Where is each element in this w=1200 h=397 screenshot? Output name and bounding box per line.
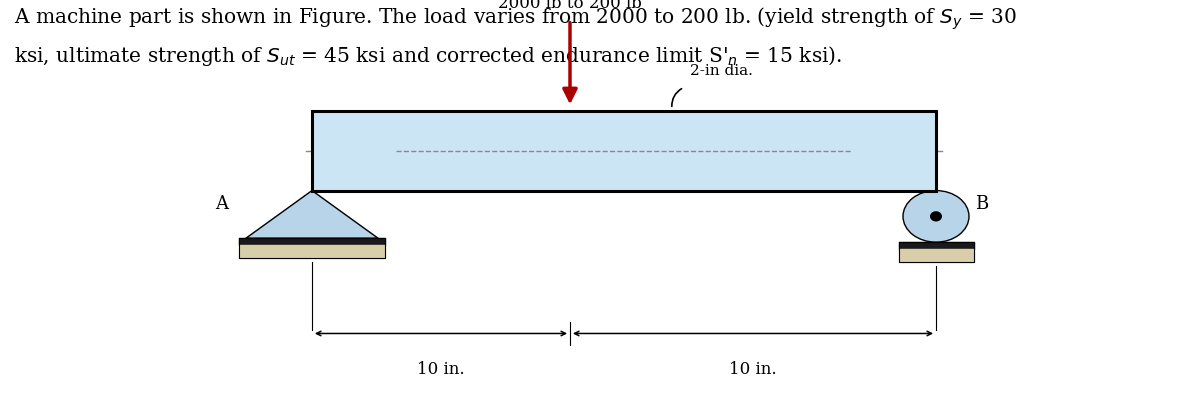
- Ellipse shape: [904, 191, 970, 242]
- Text: A machine part is shown in Figure. The load varies from 2000 to 200 lb. (yield s: A machine part is shown in Figure. The l…: [14, 6, 1018, 33]
- Text: A: A: [215, 195, 228, 212]
- Polygon shape: [240, 245, 385, 258]
- Text: 2-in dia.: 2-in dia.: [690, 64, 752, 79]
- Text: B: B: [974, 195, 989, 212]
- Text: 10 in.: 10 in.: [418, 361, 464, 378]
- Polygon shape: [899, 242, 973, 249]
- Bar: [312, 111, 936, 191]
- Text: 10 in.: 10 in.: [730, 361, 776, 378]
- Polygon shape: [899, 249, 973, 262]
- Polygon shape: [246, 191, 378, 238]
- Text: ksi, ultimate strength of $S_{ut}$ = 45 ksi and corrected endurance limit S'$_n$: ksi, ultimate strength of $S_{ut}$ = 45 …: [14, 44, 842, 68]
- Text: 2000 lb to 200 lb: 2000 lb to 200 lb: [498, 0, 642, 12]
- Ellipse shape: [930, 211, 942, 222]
- Polygon shape: [240, 238, 385, 245]
